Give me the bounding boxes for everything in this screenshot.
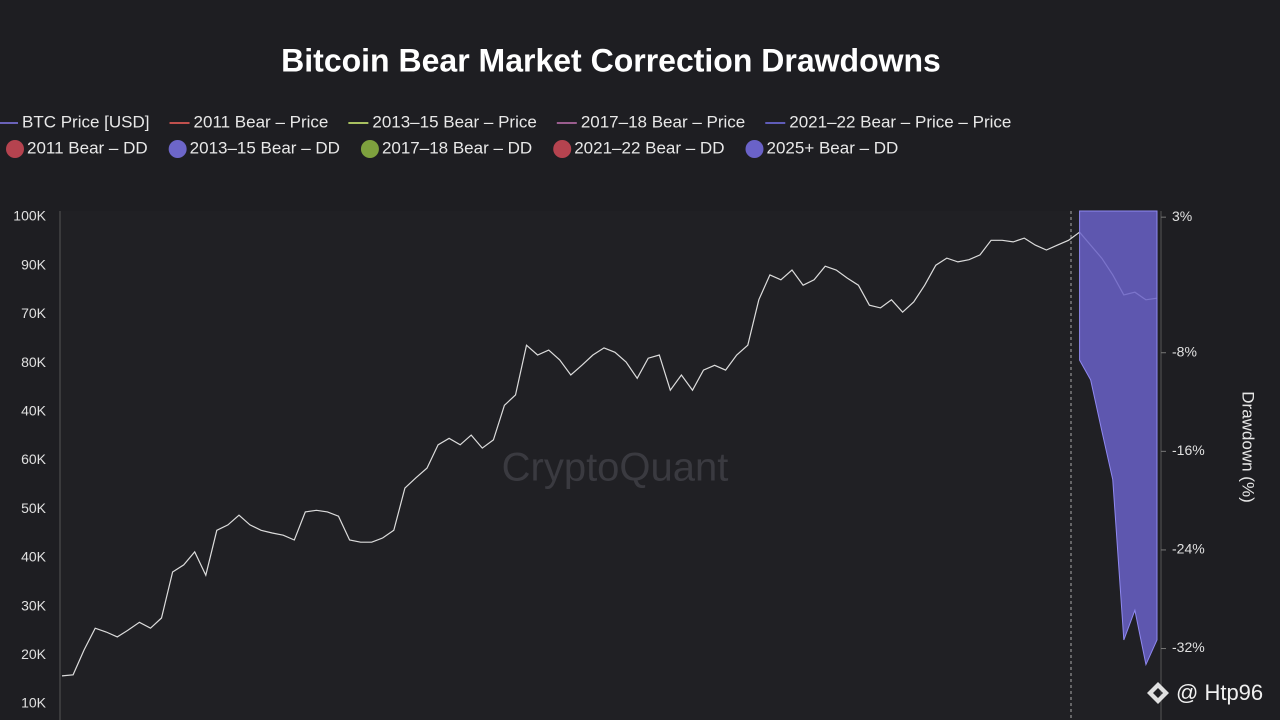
legend-label: 2013–15 Bear – DD <box>190 138 340 157</box>
y2-tick-label: -32% <box>1172 639 1205 655</box>
legend-item: 2013–15 Bear – DD <box>168 138 340 158</box>
legend-item: BTC Price [USD] <box>0 112 150 131</box>
legend-marker <box>6 140 24 158</box>
legend-label: 2013–15 Bear – Price <box>372 112 536 131</box>
y-tick-label: 30K <box>21 597 47 613</box>
y2-axis-label: Drawdown (%) <box>1239 391 1258 502</box>
y-tick-label: 20K <box>21 646 47 662</box>
legend-label: 2011 Bear – DD <box>27 138 148 157</box>
chart-title: Bitcoin Bear Market Correction Drawdowns <box>281 42 941 78</box>
legend: BTC Price [USD] 2011 Bear – Price 2013–15 … <box>0 112 1011 158</box>
y2-tick-label: -24% <box>1172 541 1205 557</box>
y-tick-label: 90K <box>21 256 47 272</box>
legend-label: 2017–18 Bear – DD <box>382 138 532 157</box>
legend-marker <box>168 140 187 158</box>
legend-item: 2021–22 Bear – Price – Price <box>765 112 1011 131</box>
watermark: CryptoQuant <box>502 446 729 490</box>
legend-marker <box>553 140 572 158</box>
y-tick-label: 40K <box>21 549 47 565</box>
credit: @ Htp96 <box>1176 680 1263 705</box>
legend-label: BTC Price [USD] <box>22 112 150 131</box>
y-tick-label: 40K <box>21 403 47 419</box>
y2-tick-label: -8% <box>1172 343 1197 359</box>
legend-label: 2017–18 Bear – Price <box>581 112 745 131</box>
legend-marker <box>745 140 764 158</box>
legend-marker <box>360 140 379 158</box>
legend-item: 2017–18 Bear – Price <box>556 112 745 131</box>
legend-label: 2021–22 Bear – Price – Price <box>789 112 1011 131</box>
y2-tick-label: 3% <box>1172 208 1192 224</box>
legend-label: 2025+ Bear – DD <box>767 138 899 157</box>
credit-icon <box>1147 682 1169 704</box>
y-tick-label: 100K <box>13 208 46 224</box>
y-tick-label: 60K <box>21 451 47 467</box>
y-tick-label: 50K <box>21 500 47 516</box>
legend-item: 2025+ Bear – DD <box>745 138 899 158</box>
legend-label: 2011 Bear – Price <box>194 112 329 131</box>
legend-item: 2013–15 Bear – Price <box>348 112 537 131</box>
plot-area <box>60 211 1161 720</box>
y2-tick-label: -16% <box>1172 442 1205 458</box>
legend-item: 2017–18 Bear – DD <box>360 138 532 158</box>
legend-item: 2011 Bear – Price <box>169 112 329 131</box>
drawdown-area <box>1079 210 1158 667</box>
y-tick-label: 80K <box>21 354 47 370</box>
y-tick-label: 10K <box>21 695 47 711</box>
legend-item: 2021–22 Bear – DD <box>553 138 725 158</box>
y-tick-label: 70K <box>21 305 47 321</box>
legend-label: 2021–22 Bear – DD <box>574 138 724 157</box>
legend-item: 2011 Bear – DD <box>6 138 148 158</box>
plot: 100K 90K 70K 80K 40K 60K 50K 40K 30K 20K 10K 3% -8% -… <box>13 208 1204 711</box>
price-line <box>61 231 1158 677</box>
